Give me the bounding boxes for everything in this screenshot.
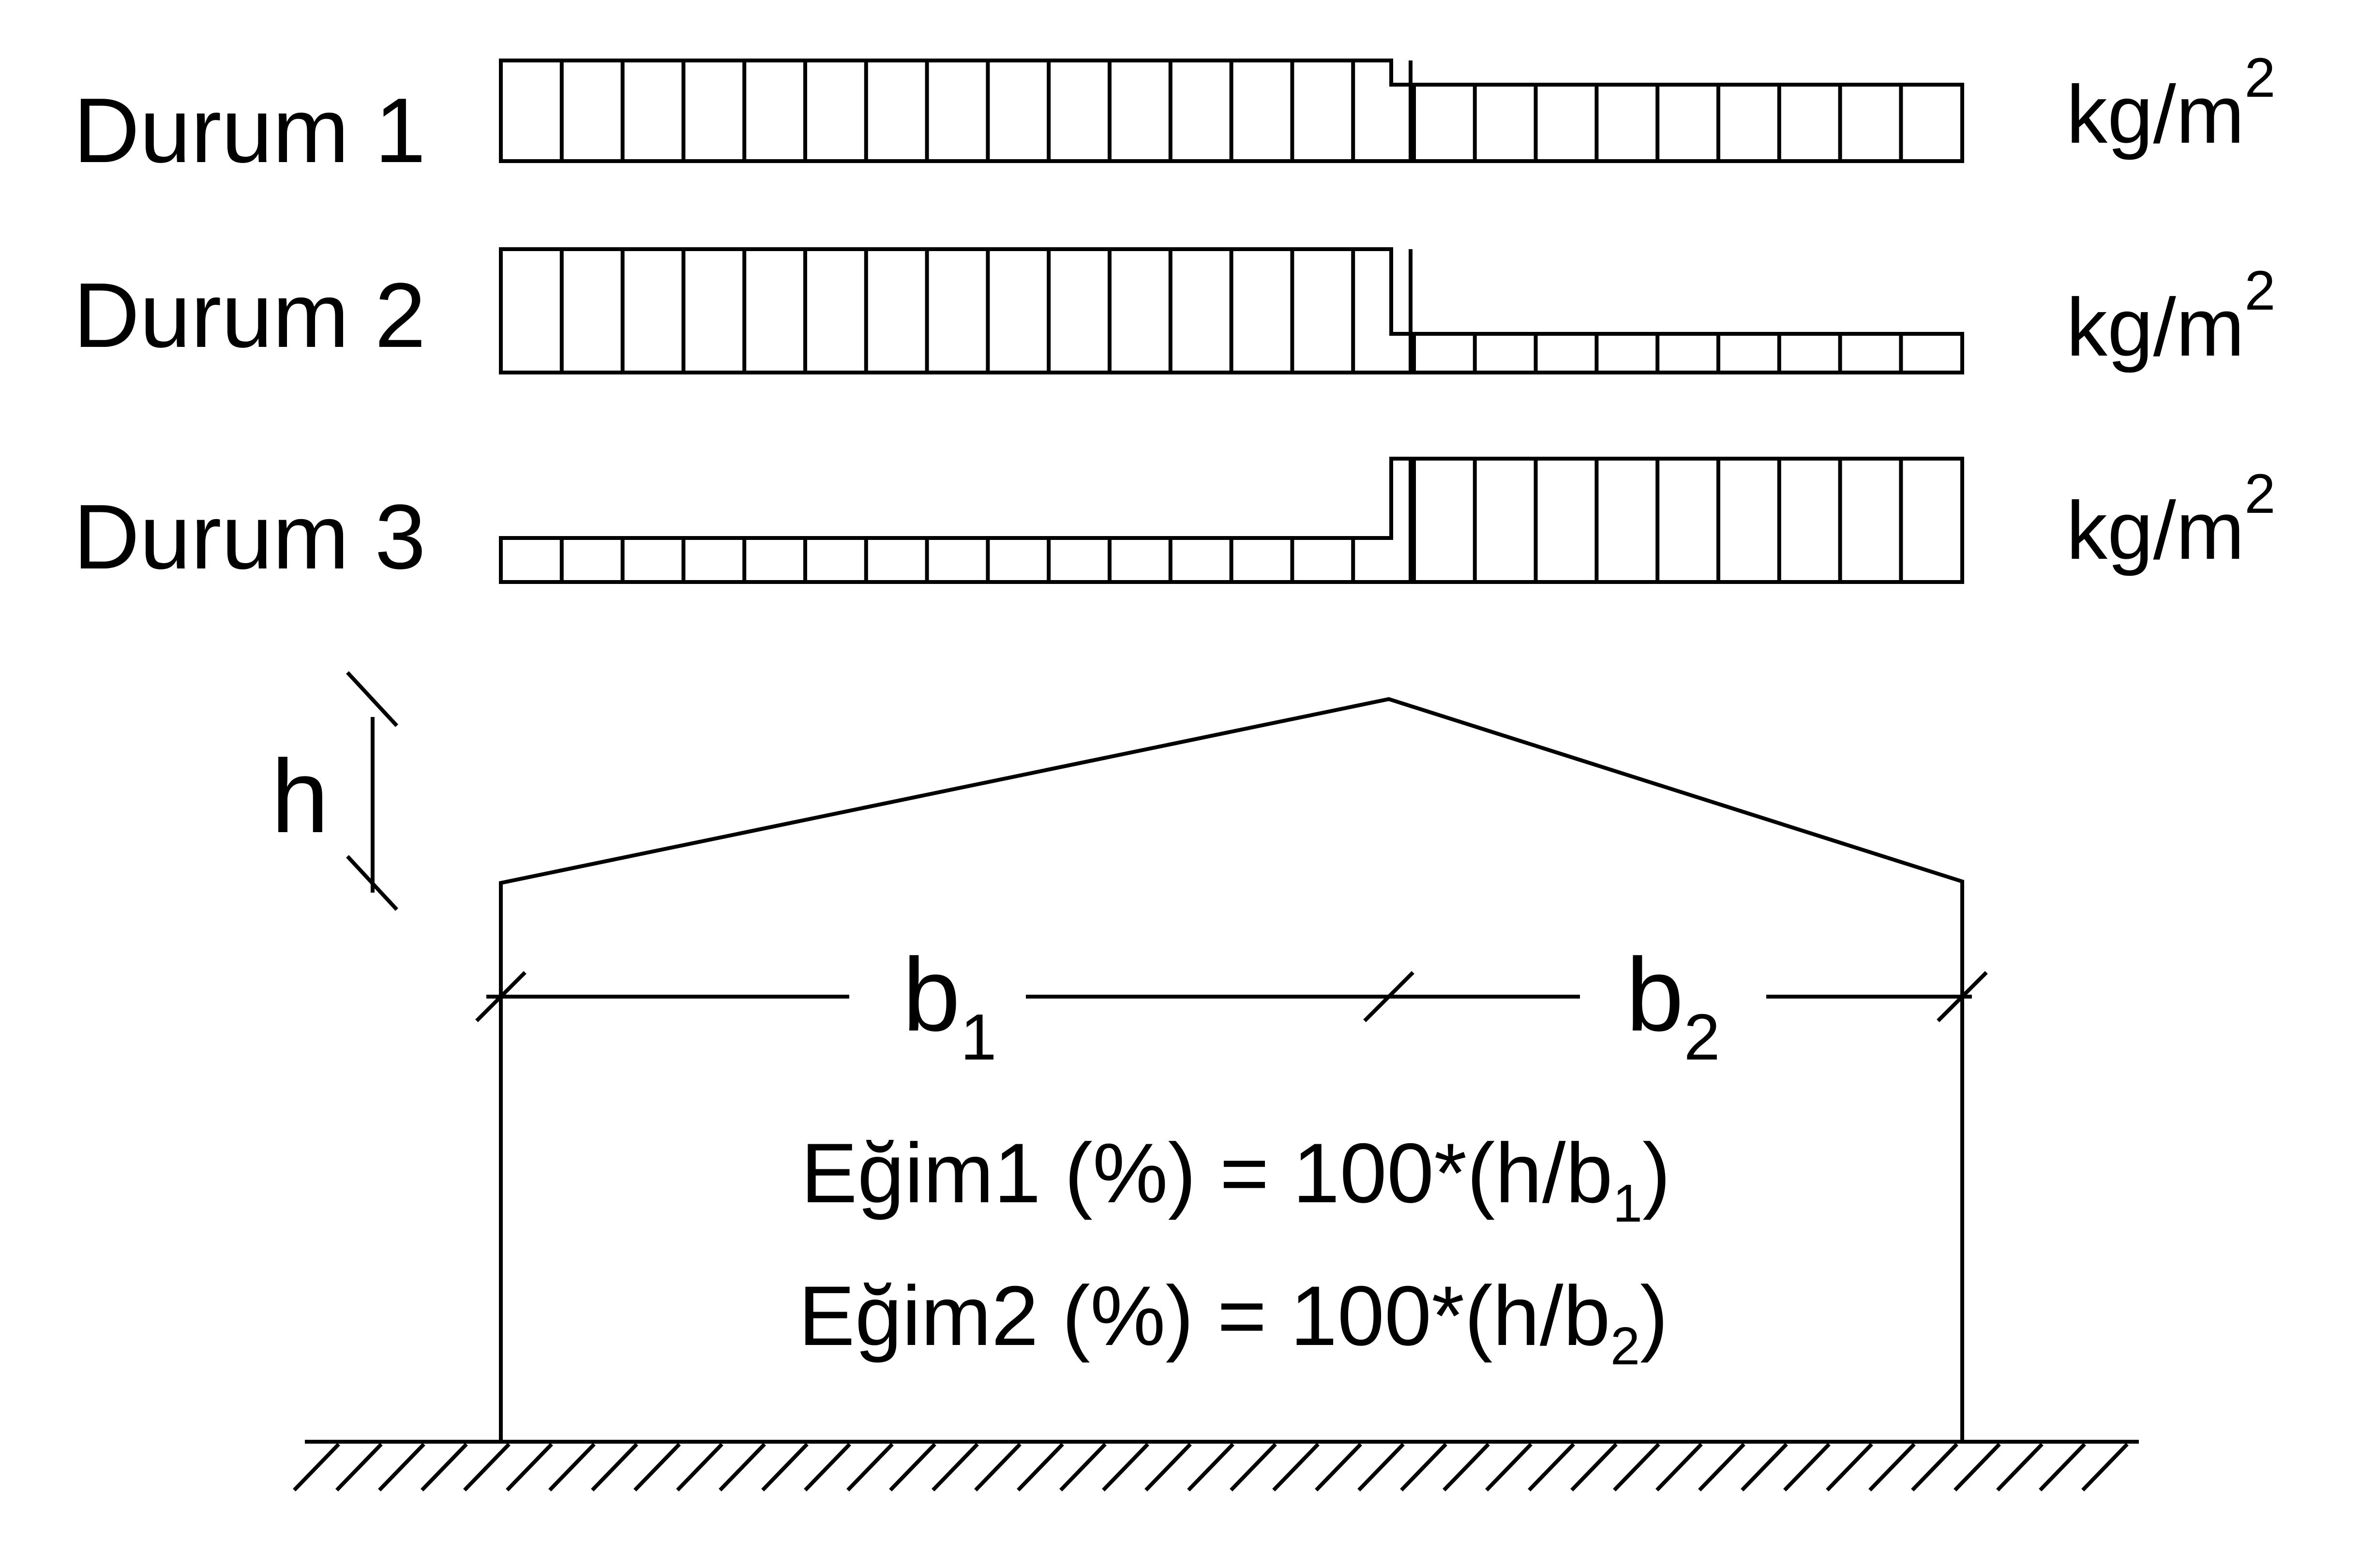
ground-hatch-line	[1315, 1443, 1362, 1492]
load-case-3-hatch	[559, 459, 1903, 582]
ground-hatch-line	[1528, 1443, 1575, 1492]
ground-hatch-line	[1102, 1443, 1149, 1492]
load-case-1-hatch	[559, 60, 1903, 161]
ground-hatch-line	[1868, 1443, 1916, 1492]
ground-hatch-line	[1357, 1443, 1405, 1492]
span-tick-middle	[1363, 971, 1414, 1022]
load-case-2: Durum 2 kg/m2	[73, 247, 2275, 374]
load-case-2-diagram	[499, 247, 1964, 374]
frame-outline	[499, 697, 1964, 1442]
ground-hatch-line	[548, 1443, 596, 1492]
ground-hatch-line	[1826, 1443, 1873, 1492]
height-label: h	[271, 738, 329, 854]
ground-hatch-line	[1443, 1443, 1490, 1492]
slope-formula-2: Eğim2 (%) = 100*(h/b2)	[798, 1269, 1668, 1376]
load-case-3-diagram	[499, 457, 1964, 584]
ground-hatch-line	[335, 1443, 383, 1492]
ground-hatch-line	[1272, 1443, 1320, 1492]
ground-hatch-line	[932, 1443, 979, 1492]
ground-hatch-line	[421, 1443, 468, 1492]
ground-hatch-line	[506, 1443, 553, 1492]
ground-hatch-line	[1570, 1443, 1618, 1492]
height-tick-top	[346, 671, 398, 727]
height-tick-bottom	[346, 855, 398, 911]
load-case-3: Durum 3 kg/m2	[73, 457, 2275, 588]
ground-hatch-line	[1655, 1443, 1703, 1492]
ground-hatch-line	[676, 1443, 723, 1492]
ground	[293, 1440, 2139, 1492]
span-tick-left	[475, 971, 526, 1022]
ground-hatch-line	[633, 1443, 681, 1492]
load-case-2-unit: kg/m2	[2066, 260, 2275, 373]
ground-hatch-line	[1485, 1443, 1533, 1492]
load-case-1-unit: kg/m2	[2066, 47, 2275, 161]
ground-hatch-line	[1613, 1443, 1660, 1492]
ground-hatch-line	[1187, 1443, 1234, 1492]
gable-frame	[499, 697, 1964, 1442]
ground-hatch-line	[1698, 1443, 1745, 1492]
slope-formula-1: Eğim1 (%) = 100*(h/b1)	[801, 1126, 1670, 1233]
height-dimension	[346, 671, 398, 911]
ground-hatch-line	[378, 1443, 425, 1492]
ground-hatch-line	[2081, 1443, 2129, 1492]
ground-hatch-line	[1911, 1443, 1958, 1492]
span-tick-right	[1937, 971, 1988, 1022]
load-case-1-diagram	[499, 59, 1964, 163]
load-case-1: Durum 1 kg/m2	[73, 47, 2275, 182]
ground-hatch-line	[1400, 1443, 1447, 1492]
ground-hatch-line	[1017, 1443, 1064, 1492]
ground-hatch	[293, 1443, 2129, 1492]
ground-hatch-line	[804, 1443, 851, 1492]
load-case-3-unit: kg/m2	[2066, 463, 2275, 577]
ground-hatch-line	[719, 1443, 766, 1492]
ground-hatch-line	[1144, 1443, 1192, 1492]
span-label-b1: b1	[902, 936, 997, 1074]
load-case-3-label: Durum 3	[73, 486, 426, 588]
ground-hatch-line	[293, 1443, 340, 1492]
load-case-1-label: Durum 1	[73, 79, 426, 182]
ground-hatch-line	[889, 1443, 936, 1492]
load-case-2-label: Durum 2	[73, 264, 426, 367]
load-case-2-hatch	[559, 249, 1903, 373]
ground-hatch-line	[846, 1443, 894, 1492]
ground-hatch-line	[761, 1443, 809, 1492]
ground-hatch-line	[2039, 1443, 2086, 1492]
ground-hatch-line	[591, 1443, 638, 1492]
ground-hatch-line	[463, 1443, 511, 1492]
ground-hatch-line	[1954, 1443, 2001, 1492]
span-dimension	[475, 971, 1988, 1022]
ground-hatch-line	[1230, 1443, 1277, 1492]
ground-hatch-line	[1996, 1443, 2044, 1492]
ground-hatch-line	[1741, 1443, 1788, 1492]
ground-hatch-line	[1783, 1443, 1831, 1492]
span-label-b2: b2	[1626, 936, 1720, 1074]
ground-hatch-line	[974, 1443, 1022, 1492]
ground-hatch-line	[1059, 1443, 1107, 1492]
